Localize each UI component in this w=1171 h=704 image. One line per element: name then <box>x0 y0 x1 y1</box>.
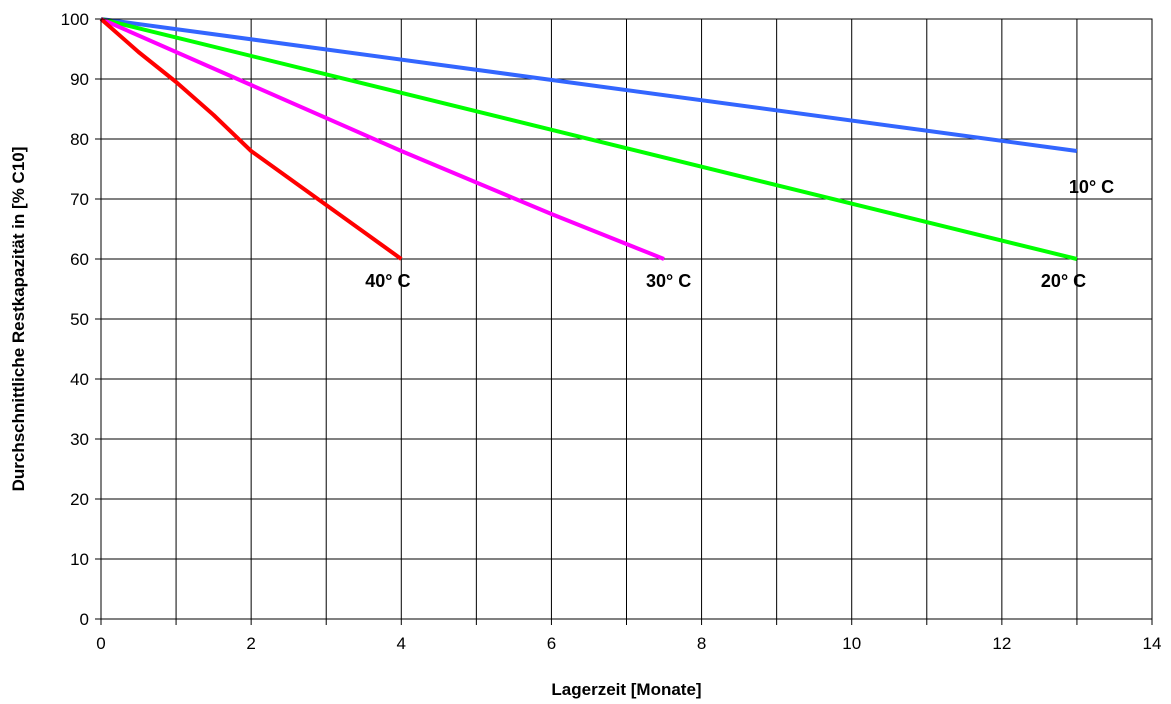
series-label-40c: 40° C <box>365 271 410 291</box>
x-tick-label: 6 <box>547 634 556 653</box>
series-line-20c <box>100 17 1078 261</box>
x-axis-title: Lagerzeit [Monate] <box>551 680 701 699</box>
y-tick-label: 40 <box>70 370 89 389</box>
y-tick-label: 50 <box>70 310 89 329</box>
y-tick-label: 60 <box>70 250 89 269</box>
x-tick-label: 10 <box>842 634 861 653</box>
series-line-30c <box>100 17 665 261</box>
y-tick-label: 80 <box>70 130 89 149</box>
series-line-10c <box>100 17 1078 153</box>
x-axis: 0 2 4 6 8 10 12 14 <box>96 619 1161 653</box>
x-tick-label: 0 <box>96 634 105 653</box>
series-label-20c: 20° C <box>1041 271 1086 291</box>
series-label-10c: 10° C <box>1069 177 1114 197</box>
x-tick-label: 14 <box>1143 634 1162 653</box>
y-tick-label: 20 <box>70 490 89 509</box>
x-tick-label: 4 <box>397 634 406 653</box>
series-label-30c: 30° C <box>646 271 691 291</box>
x-tick-label: 12 <box>992 634 1011 653</box>
grid <box>100 18 1153 620</box>
y-axis-title: Durchschnittliche Restkapazität in [% C1… <box>9 147 28 492</box>
series-line-40c <box>99 17 403 261</box>
y-tick-label: 10 <box>70 550 89 569</box>
y-tick-label: 70 <box>70 190 89 209</box>
y-axis: 0 10 20 30 40 50 60 70 80 90 100 <box>61 10 101 629</box>
plot-frame <box>100 18 1153 620</box>
x-tick-label: 2 <box>246 634 255 653</box>
series-group: 10° C 20° C 30° C 40° C <box>99 17 1114 291</box>
y-tick-label: 30 <box>70 430 89 449</box>
y-tick-label: 90 <box>70 70 89 89</box>
x-tick-label: 8 <box>697 634 706 653</box>
y-tick-label: 100 <box>61 10 89 29</box>
y-tick-label: 0 <box>80 610 89 629</box>
